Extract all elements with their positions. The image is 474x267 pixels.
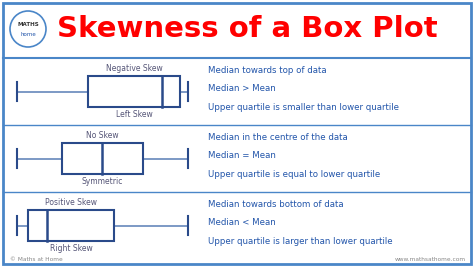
Text: Right Skew: Right Skew [50, 244, 92, 253]
Bar [88, 76, 180, 107]
Text: MATHS: MATHS [17, 22, 39, 28]
Text: Positive Skew: Positive Skew [45, 198, 97, 207]
Bar [28, 210, 114, 241]
Text: Median = Mean: Median = Mean [208, 151, 276, 160]
Text: home: home [20, 32, 36, 37]
Text: Upper quartile is equal to lower quartile: Upper quartile is equal to lower quartil… [208, 170, 380, 179]
Text: Median in the centre of the data: Median in the centre of the data [208, 132, 348, 142]
Text: www.mathsathome.com: www.mathsathome.com [395, 257, 466, 262]
Text: Left Skew: Left Skew [116, 109, 152, 119]
Circle shape [10, 11, 46, 47]
Text: Negative Skew: Negative Skew [106, 64, 162, 73]
Text: Upper quartile is smaller than lower quartile: Upper quartile is smaller than lower qua… [208, 103, 399, 112]
Text: Median > Mean: Median > Mean [208, 84, 276, 93]
Bar [62, 143, 143, 174]
Text: Median towards top of data: Median towards top of data [208, 66, 327, 74]
Text: Median towards bottom of data: Median towards bottom of data [208, 199, 344, 209]
Text: Median < Mean: Median < Mean [208, 218, 276, 227]
Text: Skewness of a Box Plot: Skewness of a Box Plot [57, 15, 438, 43]
Text: Symmetric: Symmetric [82, 176, 123, 186]
FancyBboxPatch shape [3, 3, 471, 264]
Text: Upper quartile is larger than lower quartile: Upper quartile is larger than lower quar… [208, 237, 392, 246]
Text: © Maths at Home: © Maths at Home [10, 257, 63, 262]
Text: No Skew: No Skew [86, 131, 119, 140]
